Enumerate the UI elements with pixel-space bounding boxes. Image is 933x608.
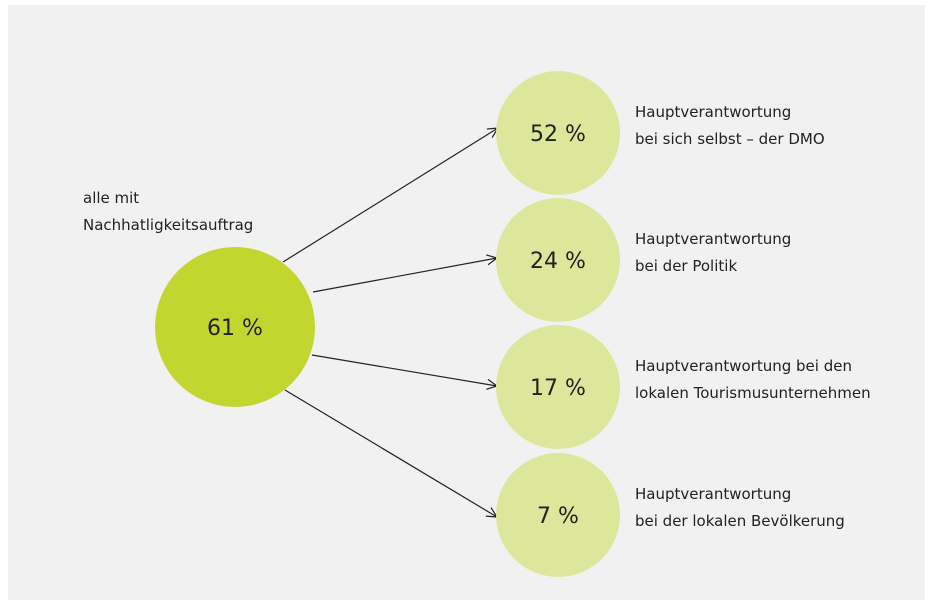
target-value: 17 % [530,376,586,401]
target-label: bei der Politik [635,257,737,275]
target-circle [496,198,620,322]
arrow [282,128,498,263]
target-value: 7 % [537,504,579,529]
target-circle [496,325,620,449]
target-label: lokalen Tourismusunternehmen [635,384,871,402]
target-circle [496,71,620,195]
target-label: bei der lokalen Bevölkerung [635,512,845,530]
target-label: Hauptverantwortung [635,485,791,503]
source-label: alle mit [83,189,139,207]
target-value: 52 % [530,122,586,147]
target-value: 24 % [530,249,586,274]
source-label: Nachhatligkeitsauftrag [83,216,253,234]
source-circle [155,247,315,407]
arrow [284,389,497,517]
panel [8,5,925,600]
target-label: Hauptverantwortung [635,103,791,121]
target-label: Hauptverantwortung [635,230,791,248]
source-value: 61 % [207,316,263,341]
target-label: bei sich selbst – der DMO [635,130,825,148]
arrow [312,258,497,293]
target-label: Hauptverantwortung bei den [635,357,852,375]
target-circle [496,453,620,577]
arrow [311,354,497,386]
